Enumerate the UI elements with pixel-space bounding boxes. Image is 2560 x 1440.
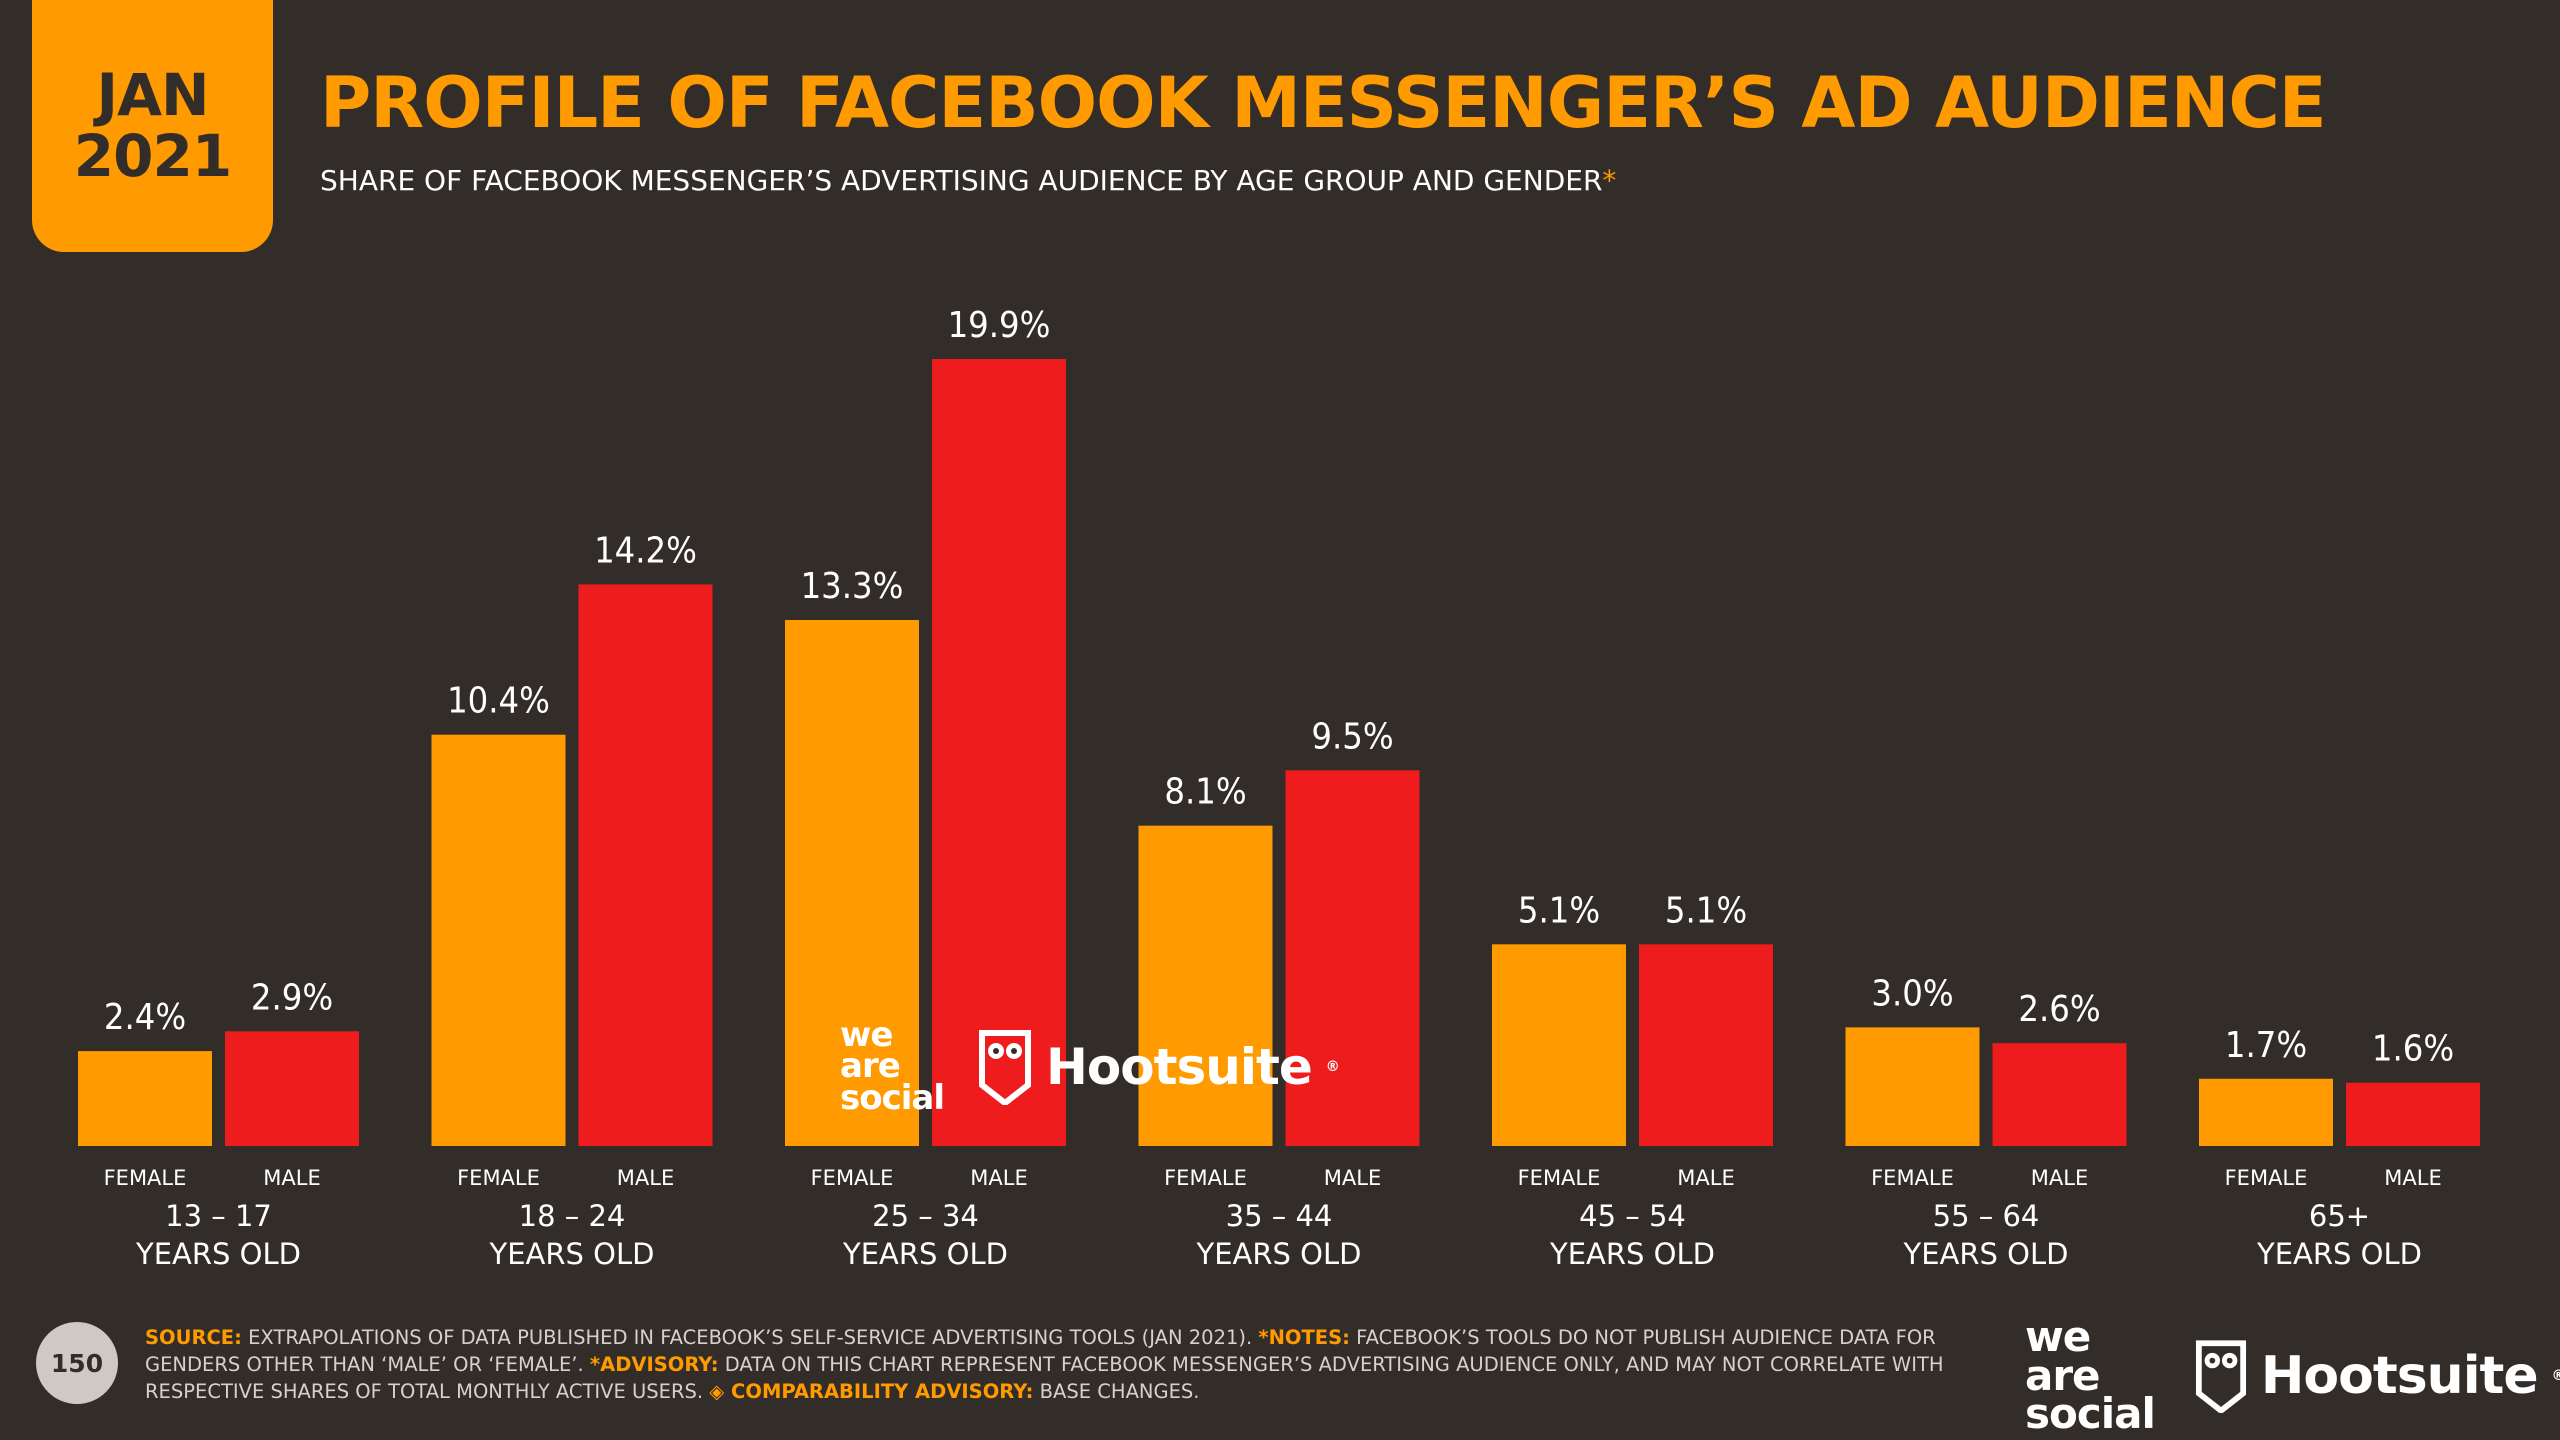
bar-female-2 xyxy=(785,620,919,1146)
bar-female-0 xyxy=(78,1051,212,1146)
value-label: 2.4% xyxy=(104,997,186,1038)
age-group-label: 45 – 54 xyxy=(1579,1199,1686,1233)
footer-registered-mark: ® xyxy=(2551,1367,2560,1384)
value-label: 14.2% xyxy=(594,530,697,571)
bar-female-3 xyxy=(1138,825,1273,1146)
value-label: 2.9% xyxy=(251,977,333,1018)
age-group-label: 18 – 24 xyxy=(519,1199,626,1233)
gender-label: FEMALE xyxy=(104,1166,187,1190)
footer-owl-icon xyxy=(2195,1340,2246,1413)
date-year: 2021 xyxy=(73,122,232,190)
bar-male-5 xyxy=(1992,1043,2127,1146)
age-group-label: 55 – 64 xyxy=(1933,1199,2040,1233)
age-group-label: 25 – 34 xyxy=(872,1199,979,1233)
comparability-text: BASE CHANGES. xyxy=(1033,1380,1200,1403)
gender-label: FEMALE xyxy=(811,1166,894,1190)
bar-female-4 xyxy=(1492,944,1626,1146)
age-group-sublabel: YEARS OLD xyxy=(842,1237,1008,1271)
subtitle-asterisk: * xyxy=(1602,164,1617,197)
bar-male-6 xyxy=(2346,1082,2480,1146)
date-badge: JAN 2021 xyxy=(32,0,273,252)
bar-female-6 xyxy=(2199,1078,2333,1146)
age-group-sublabel: YEARS OLD xyxy=(2256,1237,2422,1271)
value-label: 1.7% xyxy=(2225,1025,2307,1066)
notes-label: *NOTES: xyxy=(1258,1326,1350,1349)
watermark: we are social Hootsuite ® xyxy=(840,1015,1340,1118)
value-label: 5.1% xyxy=(1518,890,1600,931)
subtitle-text: SHARE OF FACEBOOK MESSENGER’S ADVERTISIN… xyxy=(320,164,1603,197)
age-group-sublabel: YEARS OLD xyxy=(1903,1237,2069,1271)
registered-mark: ® xyxy=(1325,1058,1340,1075)
advisory-label: *ADVISORY: xyxy=(589,1353,719,1376)
gender-label: FEMALE xyxy=(457,1166,540,1190)
comparability-label: ◈ COMPARABILITY ADVISORY: xyxy=(709,1380,1034,1403)
value-label: 3.0% xyxy=(1871,973,1953,1014)
bar-female-1 xyxy=(431,734,566,1146)
gender-label: FEMALE xyxy=(1518,1166,1601,1190)
gender-label: FEMALE xyxy=(2225,1166,2308,1190)
value-label: 9.5% xyxy=(1311,716,1393,757)
footer-hootsuite-wordmark: Hootsuite xyxy=(2260,1345,2539,1406)
page-title: PROFILE OF FACEBOOK MESSENGER’S AD AUDIE… xyxy=(320,62,2327,144)
value-label: 5.1% xyxy=(1665,890,1747,931)
footer-we-are-social-logo: we are social xyxy=(2025,1312,2156,1439)
we-are-social-logo: we are social xyxy=(840,1015,945,1118)
footer-notes: SOURCE: EXTRAPOLATIONS OF DATA PUBLISHED… xyxy=(145,1324,2005,1405)
bar-chart: 2.4% FEMALE 2.9% MALE 13 – 17 YEARS OLD 10.4% F… xyxy=(78,305,2480,1271)
owl-icon xyxy=(979,1029,1032,1105)
hootsuite-logo: Hootsuite ® xyxy=(978,1029,1340,1105)
source-text: EXTRAPOLATIONS OF DATA PUBLISHED IN FACE… xyxy=(241,1326,1259,1349)
value-label: 10.4% xyxy=(447,681,550,722)
date-month: JAN xyxy=(96,61,209,130)
age-group-sublabel: YEARS OLD xyxy=(1196,1237,1362,1271)
gender-label: MALE xyxy=(2384,1166,2441,1190)
age-group-label: 35 – 44 xyxy=(1226,1199,1333,1233)
gender-label: MALE xyxy=(617,1166,674,1190)
age-group-sublabel: YEARS OLD xyxy=(489,1237,655,1271)
bar-female-5 xyxy=(1845,1027,1980,1146)
bar-male-2 xyxy=(932,359,1066,1146)
gender-label: FEMALE xyxy=(1164,1166,1247,1190)
bar-male-4 xyxy=(1639,944,1773,1146)
age-group-label: 65+ xyxy=(2309,1199,2370,1233)
advisory-text: DATA ON THIS CHART REPRESENT FACEBOOK ME… xyxy=(145,1353,1944,1403)
bar-male-0 xyxy=(225,1031,359,1146)
gender-label: MALE xyxy=(1677,1166,1734,1190)
gender-label: MALE xyxy=(970,1166,1027,1190)
value-label: 8.1% xyxy=(1164,772,1246,813)
hootsuite-wordmark: Hootsuite xyxy=(1046,1037,1313,1096)
page-number: 150 xyxy=(36,1322,118,1404)
age-group-sublabel: YEARS OLD xyxy=(135,1237,301,1271)
gender-label: FEMALE xyxy=(1871,1166,1954,1190)
value-label: 13.3% xyxy=(801,566,904,607)
age-group-sublabel: YEARS OLD xyxy=(1549,1237,1715,1271)
notes-text: FACEBOOK’S TOOLS DO NOT PUBLISH AUDIENCE… xyxy=(145,1326,1936,1376)
value-label: 19.9% xyxy=(948,305,1051,346)
age-group-label: 13 – 17 xyxy=(165,1199,272,1233)
value-label: 1.6% xyxy=(2372,1029,2454,1070)
value-label: 2.6% xyxy=(2018,989,2100,1030)
footer-hootsuite-logo: Hootsuite ® xyxy=(2195,1339,2560,1413)
bar-male-3 xyxy=(1285,770,1420,1146)
footer-logos: we are social Hootsuite ® xyxy=(2025,1312,2560,1439)
page-subtitle: SHARE OF FACEBOOK MESSENGER’S ADVERTISIN… xyxy=(320,164,1616,197)
gender-label: MALE xyxy=(2031,1166,2088,1190)
source-label: SOURCE: xyxy=(145,1326,242,1349)
gender-label: MALE xyxy=(1324,1166,1381,1190)
bar-male-1 xyxy=(578,584,713,1146)
gender-label: MALE xyxy=(263,1166,320,1190)
